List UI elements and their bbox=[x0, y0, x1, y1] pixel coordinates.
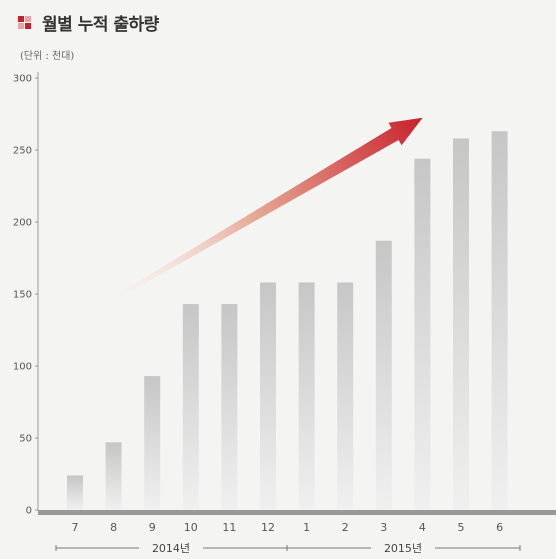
title-bullet-icon bbox=[18, 15, 32, 30]
y-tick-label: 100 bbox=[13, 362, 32, 373]
trend-arrow bbox=[114, 117, 423, 300]
x-axis-baseline bbox=[38, 510, 556, 515]
year-group-label: 2014년 bbox=[152, 542, 190, 555]
bar-4 bbox=[414, 158, 431, 510]
bar-5 bbox=[453, 138, 469, 511]
bar-7 bbox=[67, 475, 83, 510]
bar-2 bbox=[337, 282, 354, 510]
x-tick-label: 2 bbox=[342, 521, 349, 534]
y-tick-label: 200 bbox=[13, 218, 32, 229]
x-tick-label: 10 bbox=[184, 521, 198, 534]
bar-8 bbox=[105, 442, 122, 510]
y-tick-label: 50 bbox=[19, 434, 32, 445]
bar-9 bbox=[144, 376, 161, 510]
x-tick-label: 6 bbox=[496, 521, 503, 534]
x-tick-label: 7 bbox=[72, 521, 79, 534]
bar-1 bbox=[298, 282, 315, 510]
x-tick-label: 1 bbox=[303, 521, 310, 534]
x-tick-label: 11 bbox=[222, 521, 236, 534]
y-tick-label: 150 bbox=[13, 290, 32, 301]
bar-11 bbox=[221, 304, 238, 510]
unit-note: (단위 : 천대) bbox=[20, 51, 75, 62]
bar-12 bbox=[260, 282, 276, 510]
bar-6 bbox=[491, 131, 508, 510]
chart-title: 월별 누적 출하량 bbox=[42, 15, 159, 35]
x-tick-label: 5 bbox=[458, 521, 465, 534]
y-tick-label: 250 bbox=[13, 146, 32, 157]
x-tick-label: 9 bbox=[149, 521, 156, 534]
bar-10 bbox=[182, 304, 199, 510]
y-tick-label: 0 bbox=[26, 506, 32, 517]
x-tick-label: 4 bbox=[419, 521, 426, 534]
y-tick-label: 300 bbox=[13, 74, 32, 85]
x-tick-label: 12 bbox=[261, 521, 275, 534]
bar-3 bbox=[375, 240, 392, 510]
x-tick-label: 3 bbox=[380, 521, 387, 534]
chart-header: 월별 누적 출하량 bbox=[18, 10, 159, 35]
year-group-label: 2015년 bbox=[384, 542, 422, 555]
x-tick-label: 8 bbox=[110, 521, 117, 534]
